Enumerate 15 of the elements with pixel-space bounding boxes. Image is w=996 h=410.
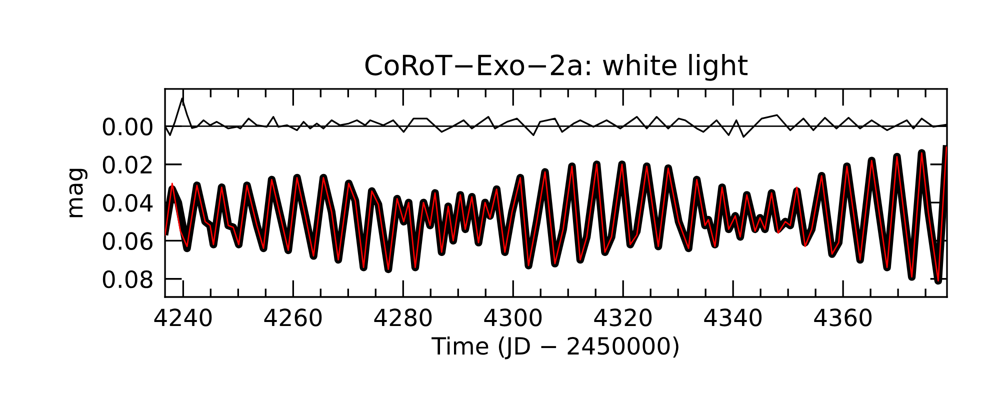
y-tick-label: 0.08 xyxy=(102,270,152,288)
x-axis-title: Time (JD − 2450000) xyxy=(432,336,678,360)
chart-title: CoRoT−Exo−2a: white light xyxy=(365,54,748,81)
y-tick-label: 0.04 xyxy=(102,194,153,212)
x-tick-label: 4300 xyxy=(484,308,542,326)
x-tick-label: 4280 xyxy=(374,308,432,326)
y-tick-label: 0.00 xyxy=(102,118,152,136)
x-tick-label: 4260 xyxy=(264,308,322,326)
x-tick-label: 4240 xyxy=(154,308,212,326)
y-tick-label: 0.02 xyxy=(102,156,152,174)
x-tick-label: 4320 xyxy=(594,308,652,326)
y-tick-label: 0.06 xyxy=(102,232,152,250)
y-axis-title: mag xyxy=(69,168,88,218)
x-tick-label: 4360 xyxy=(814,308,872,326)
x-tick-label: 4340 xyxy=(704,308,762,326)
